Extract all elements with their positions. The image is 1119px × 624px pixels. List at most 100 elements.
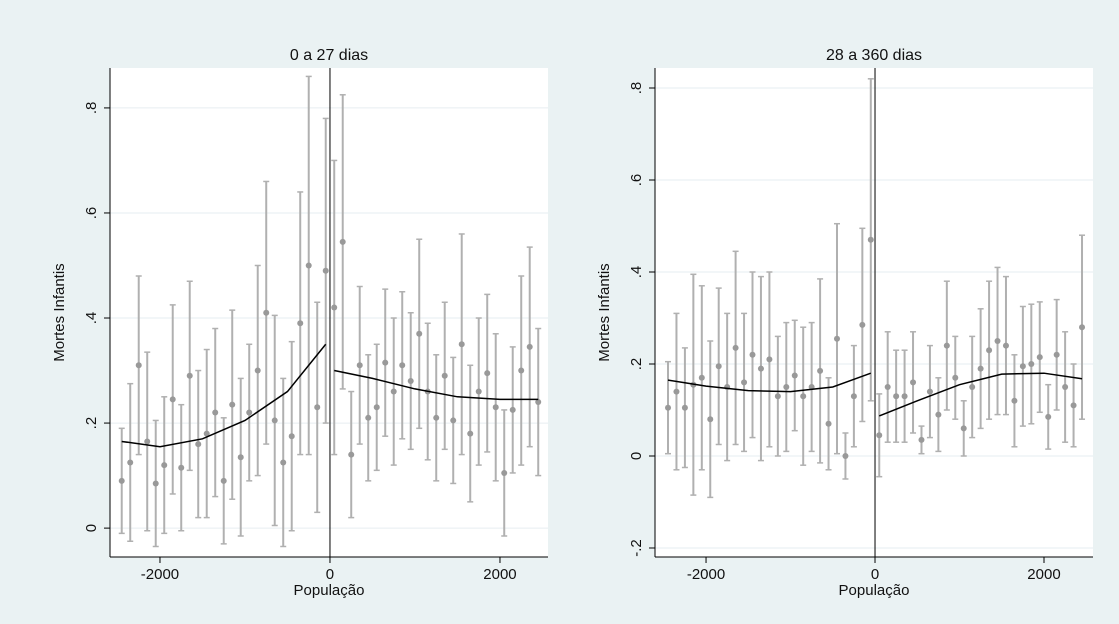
x-tick-label: 2000	[483, 566, 516, 583]
point	[910, 379, 917, 386]
point	[339, 238, 346, 245]
x-axis-label: População	[839, 582, 910, 599]
point	[450, 417, 457, 424]
point	[994, 337, 1001, 344]
point	[943, 342, 950, 349]
y-tick-label: 0	[628, 452, 645, 460]
point	[492, 404, 499, 411]
y-axis-label: Mortes Infantis	[596, 263, 613, 361]
point	[467, 430, 474, 437]
point	[135, 362, 142, 369]
point	[203, 430, 210, 437]
point	[884, 383, 891, 390]
point	[186, 372, 193, 379]
point	[774, 393, 781, 400]
point	[817, 367, 824, 374]
point	[390, 388, 397, 395]
point	[212, 409, 219, 416]
point	[1062, 383, 1069, 390]
point	[749, 351, 756, 358]
panel-title: 28 a 360 dias	[826, 47, 922, 64]
point	[842, 452, 849, 459]
point	[365, 414, 372, 421]
point	[348, 451, 355, 458]
point	[263, 309, 270, 316]
point	[918, 436, 925, 443]
fit-line	[334, 369, 539, 401]
point	[1079, 324, 1086, 331]
point	[867, 236, 874, 243]
point	[407, 378, 414, 385]
point	[305, 262, 312, 269]
plot-area	[655, 68, 1093, 557]
point	[509, 406, 516, 413]
y-tick-label: .4	[628, 266, 645, 279]
y-tick-label: .4	[83, 312, 100, 325]
point	[850, 393, 857, 400]
point	[526, 343, 533, 350]
point	[322, 267, 329, 274]
point	[1002, 342, 1009, 349]
point	[271, 417, 278, 424]
fit-line	[878, 372, 1083, 417]
point	[484, 370, 491, 377]
x-tick-label: 0	[326, 566, 334, 583]
point	[1070, 402, 1077, 409]
point	[859, 321, 866, 328]
point	[698, 374, 705, 381]
point	[681, 404, 688, 411]
point	[433, 414, 440, 421]
x-axis-label: População	[294, 582, 365, 599]
point	[935, 411, 942, 418]
point	[969, 383, 976, 390]
y-tick-label: .8	[628, 82, 645, 95]
point	[382, 359, 389, 366]
point	[356, 362, 363, 369]
plot-area	[110, 68, 548, 557]
point	[1053, 351, 1060, 358]
point	[1028, 360, 1035, 367]
point	[246, 409, 253, 416]
point	[977, 365, 984, 372]
point	[229, 401, 236, 408]
point	[833, 335, 840, 342]
point	[161, 462, 168, 469]
point	[220, 477, 227, 484]
point	[501, 469, 508, 476]
point	[373, 404, 380, 411]
point	[195, 441, 202, 448]
point	[901, 393, 908, 400]
point	[952, 374, 959, 381]
x-tick-label: -2000	[141, 566, 179, 583]
point	[127, 459, 134, 466]
point	[535, 399, 542, 406]
point	[800, 393, 807, 400]
point	[783, 383, 790, 390]
point	[715, 363, 722, 370]
fit-line	[121, 343, 327, 448]
point	[986, 347, 993, 354]
point	[1036, 354, 1043, 361]
point	[741, 379, 748, 386]
point	[254, 367, 261, 374]
point	[288, 433, 295, 440]
y-tick-label: -.2	[628, 539, 645, 557]
point	[518, 367, 525, 374]
point	[169, 396, 176, 403]
point	[732, 344, 739, 351]
y-tick-label: .6	[628, 174, 645, 187]
point	[665, 404, 672, 411]
point	[791, 372, 798, 379]
point	[458, 341, 465, 348]
point	[331, 304, 338, 311]
point	[178, 464, 185, 471]
point	[766, 356, 773, 363]
y-tick-label: 0	[83, 524, 100, 532]
fit-line	[667, 372, 872, 393]
point	[960, 425, 967, 432]
y-tick-label: .2	[628, 358, 645, 371]
point	[1011, 397, 1018, 404]
point	[314, 404, 321, 411]
